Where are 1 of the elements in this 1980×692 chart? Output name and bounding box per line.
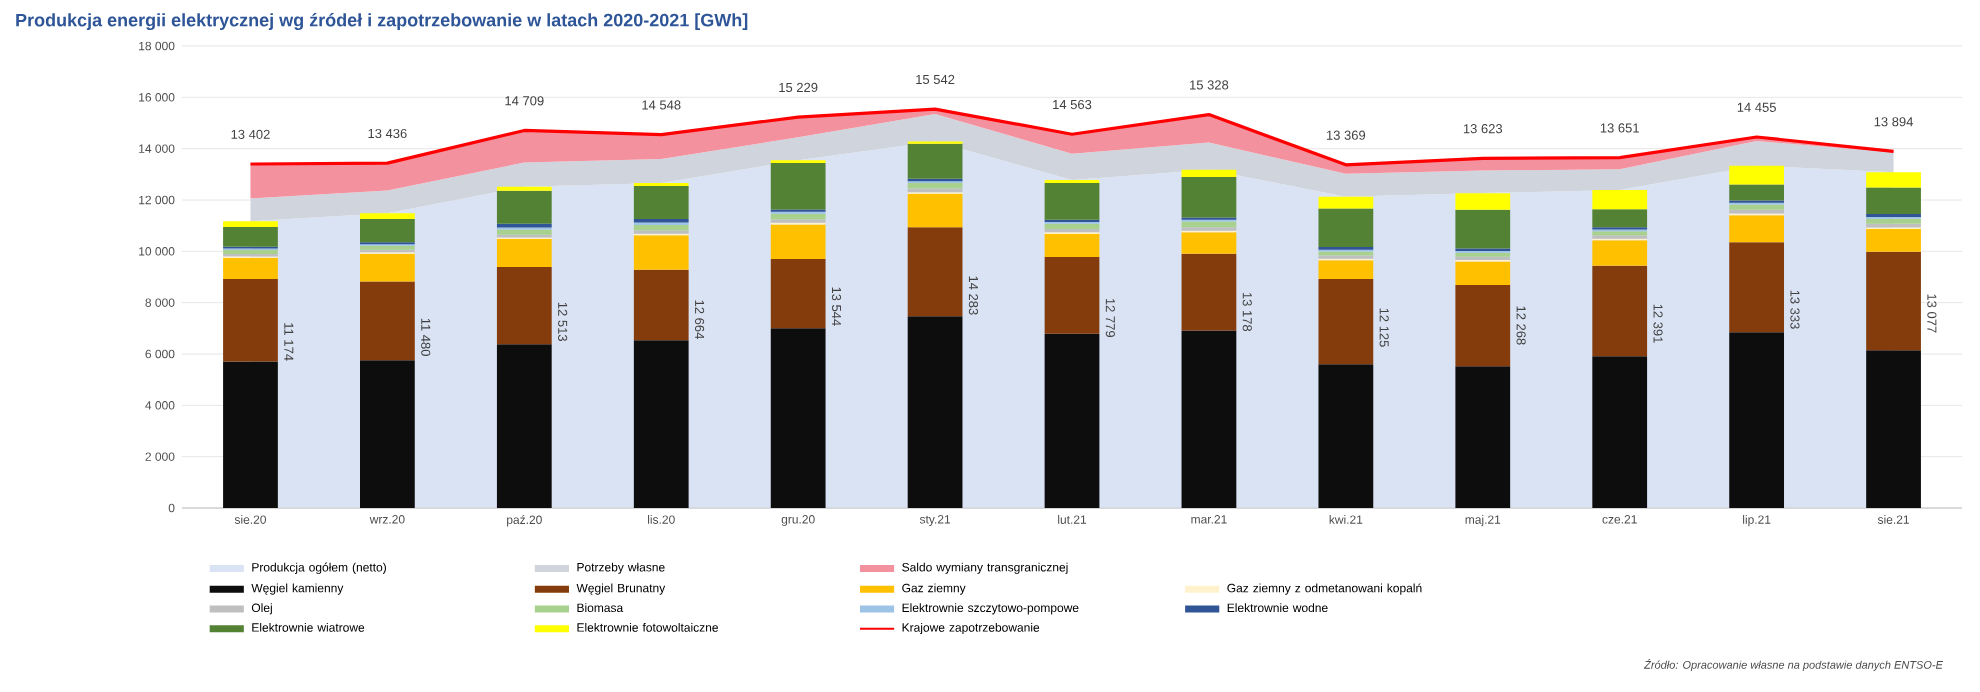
chart-title: Produkcja energii elektrycznej wg źródeł i zapotrzebowanie w latach 2020-2021 [GWh]: [16, 13, 748, 31]
